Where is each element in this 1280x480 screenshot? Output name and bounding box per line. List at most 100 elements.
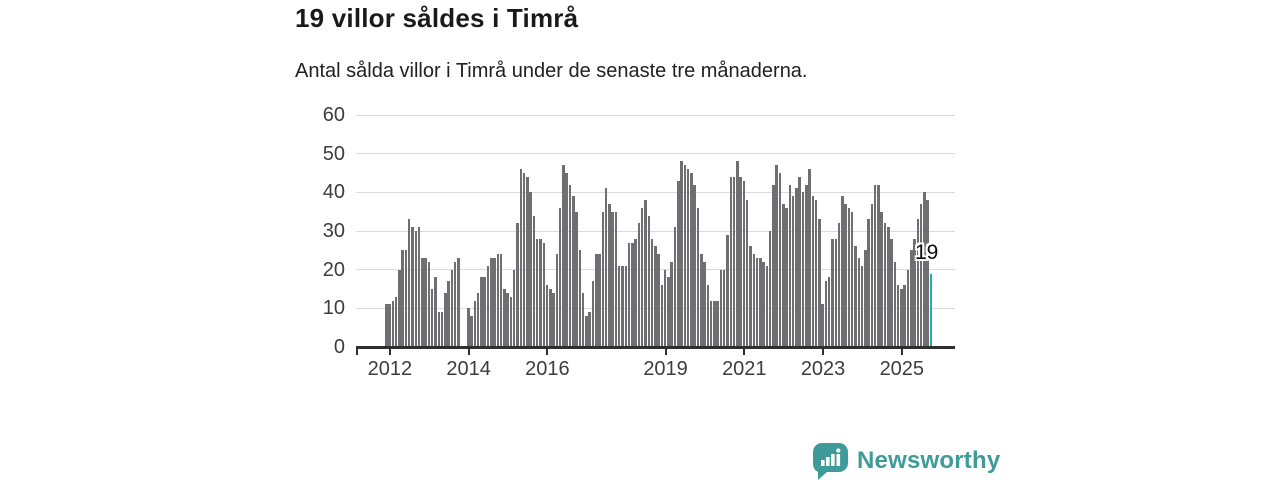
y-axis-tick-label: 50 [322,142,345,165]
bar [552,292,555,347]
x-axis-tick-label: 2021 [722,358,767,380]
bar [414,231,418,347]
y-axis-tick-label: 30 [322,220,345,242]
bar [913,238,916,347]
bar [493,258,496,347]
bar [614,211,618,347]
bar [673,227,677,347]
bar [470,316,473,347]
bar [778,173,782,347]
bar [427,261,431,347]
bar [391,300,395,347]
newsworthy-logo-link[interactable]: Newsworthy [812,442,1000,480]
bar [578,250,582,347]
bar [706,285,710,347]
bar [805,184,808,347]
x-axis-tick-label: 2014 [446,358,491,380]
bar [814,200,818,347]
bar [900,289,903,347]
bar [549,289,552,347]
bar [588,312,591,347]
bar [916,219,920,347]
bar [821,304,824,347]
bar [430,289,434,347]
bar [745,200,749,347]
bar [719,269,723,347]
bar [572,196,575,347]
bar [647,215,650,347]
bar [896,285,900,347]
x-axis-tick [664,348,667,355]
bar [539,238,542,347]
bar [801,192,805,347]
bar [926,200,929,347]
bar [417,227,421,347]
bar [785,207,788,347]
bar [473,300,477,347]
chart-title: 19 villor såldes i Timrå [295,3,579,33]
bar [887,227,890,347]
bar [755,258,759,347]
bar [677,180,680,347]
bar [608,203,611,347]
bar [467,308,470,347]
gridline-y-60 [356,114,955,116]
bar [558,207,562,347]
x-axis-line [356,346,955,349]
gridline-y-50 [356,153,955,155]
bar [919,203,923,347]
bar [581,292,585,347]
y-axis-tick-label: 40 [322,181,345,204]
bar [742,180,746,347]
bar [860,265,864,347]
bar [811,196,815,347]
bar [503,289,506,347]
bar [867,219,870,347]
bar [404,250,408,347]
bar [906,269,910,347]
x-axis-origin-tick [356,348,358,355]
bar [522,173,526,347]
y-axis-tick-label: 0 [333,336,345,358]
bar [827,277,831,347]
bar [877,184,880,347]
bar [775,165,778,347]
bar [854,246,857,347]
bar [421,258,424,347]
x-axis-tick [822,348,825,355]
bar [640,207,644,347]
bar [480,277,483,347]
x-axis-tick-label: 2025 [879,358,925,380]
x-axis-tick-label: 2012 [367,358,413,380]
bar [621,265,624,347]
bar [644,200,647,347]
bar [483,277,486,347]
bar [512,269,516,347]
bar [870,203,874,347]
bar [831,238,834,347]
bar [850,211,854,347]
newsworthy-wordmark: Newsworthy [857,447,1001,474]
bar [516,223,519,347]
bar [565,173,568,347]
bar [818,219,821,347]
bar [476,292,480,347]
bar [923,192,926,347]
y-axis-tick-label: 20 [322,258,345,281]
bar [703,261,706,347]
bar [611,211,614,347]
highlighted-bar [929,273,933,347]
bar [732,176,736,347]
bar [424,258,427,347]
bar [496,254,500,347]
bar [670,261,673,347]
bar [759,258,762,347]
y-axis-tick-label: 60 [322,104,345,126]
bar [634,238,637,347]
x-axis-tick-label: 2023 [800,358,846,380]
bar [627,242,631,347]
bar [637,223,641,347]
bar [844,203,847,347]
bar [795,188,798,347]
